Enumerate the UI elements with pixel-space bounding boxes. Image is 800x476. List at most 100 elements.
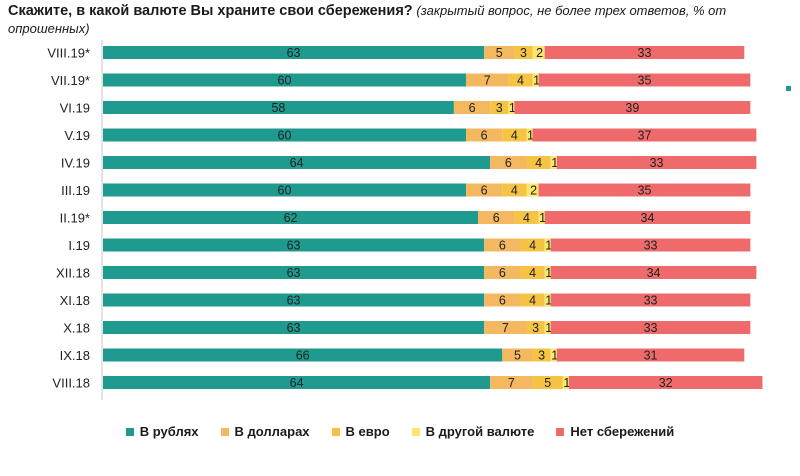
legend-swatch — [331, 427, 340, 436]
bar-segment — [562, 376, 569, 389]
bar-segment — [520, 238, 545, 252]
bar-segment — [544, 293, 551, 307]
category-label: VII.19* — [51, 73, 90, 88]
category-label: III.19 — [61, 183, 90, 198]
category-label: XI.18 — [60, 293, 90, 308]
category-label: V.19 — [64, 128, 90, 143]
data-label: 63 — [287, 321, 301, 335]
bar-segment — [502, 183, 527, 197]
category-label: IV.19 — [61, 156, 90, 171]
data-label: 63 — [287, 46, 301, 60]
bar-segment — [103, 211, 479, 224]
data-label: 64 — [290, 376, 304, 390]
bar-segment — [514, 101, 751, 114]
bar-segment — [532, 128, 757, 142]
data-label: 1 — [545, 239, 552, 253]
data-label: 5 — [496, 46, 503, 60]
data-label: 63 — [287, 294, 301, 308]
data-label: 7 — [502, 321, 509, 335]
data-label: 37 — [638, 129, 652, 143]
data-label: 60 — [278, 129, 292, 143]
data-label: 1 — [551, 156, 558, 170]
data-label: 31 — [644, 349, 658, 363]
bar-segment — [514, 46, 533, 59]
bar-segment — [532, 73, 539, 87]
data-label: 66 — [296, 349, 310, 363]
data-label: 7 — [484, 74, 491, 88]
data-label: 63 — [287, 266, 301, 280]
data-label: 5 — [514, 349, 521, 363]
category-label: VIII.19* — [47, 46, 90, 61]
data-label: 32 — [659, 376, 673, 390]
data-label: 5 — [544, 376, 551, 390]
data-label: 6 — [499, 294, 506, 308]
bar-segment — [544, 321, 551, 334]
data-label: 63 — [287, 239, 301, 253]
legend-item: Нет сбережений — [556, 424, 674, 439]
chart-legend: В рублях В долларах В евро В другой валюте Н… — [0, 424, 800, 439]
bar-segment — [538, 73, 751, 87]
bar-segment — [478, 211, 515, 224]
data-label: 6 — [481, 129, 488, 143]
data-label: 3 — [520, 46, 527, 60]
data-label: 64 — [290, 156, 304, 170]
legend-swatch — [125, 427, 134, 436]
bar-segment — [532, 376, 563, 389]
bar-segment — [453, 101, 491, 114]
data-label: 33 — [644, 239, 658, 253]
category-label: XII.18 — [56, 266, 90, 281]
bar-segment — [508, 73, 533, 87]
bar-segment — [568, 376, 763, 389]
data-label: 58 — [271, 101, 285, 115]
data-label: 1 — [545, 294, 552, 308]
bar-segment — [556, 348, 745, 362]
data-label: 1 — [527, 129, 534, 143]
category-label: I.19 — [68, 238, 90, 253]
bar-segment — [103, 156, 491, 169]
bar-segment — [502, 348, 533, 362]
bar-segment — [484, 321, 527, 334]
bar-segment — [532, 46, 545, 59]
data-label: 4 — [535, 156, 542, 170]
legend-label: В рублях — [139, 424, 199, 439]
data-label: 6 — [493, 211, 500, 225]
data-label: 1 — [539, 211, 546, 225]
bar-segment — [466, 183, 503, 197]
bar-segment — [526, 321, 545, 334]
bar-segment — [526, 183, 539, 197]
data-label: 4 — [511, 129, 518, 143]
data-label: 2 — [530, 184, 537, 198]
legend-item: В рублях — [125, 424, 199, 439]
data-label: 4 — [529, 266, 536, 280]
data-label: 39 — [625, 101, 639, 115]
chart-title: Скажите, в какой валюте Вы храните свои … — [8, 2, 792, 37]
data-label: 4 — [511, 184, 518, 198]
bar-segment — [103, 293, 485, 307]
data-label: 2 — [536, 46, 543, 60]
bar-segment — [550, 238, 751, 252]
bar-segment — [466, 128, 503, 142]
data-label: 4 — [517, 74, 524, 88]
bar-segment — [484, 46, 515, 59]
data-label: 34 — [641, 211, 655, 225]
data-label: 3 — [496, 101, 503, 115]
data-label: 33 — [650, 156, 664, 170]
bar-segment — [103, 183, 466, 197]
data-label: 60 — [278, 74, 292, 88]
data-label: 35 — [638, 184, 652, 198]
decorative-dot — [786, 86, 791, 91]
bar-segment — [103, 46, 485, 59]
data-label: 1 — [533, 74, 540, 88]
data-label: 1 — [563, 376, 570, 390]
data-label: 1 — [509, 101, 516, 115]
bar-segment — [550, 348, 557, 362]
data-label: 1 — [551, 349, 558, 363]
data-label: 6 — [505, 156, 512, 170]
chart-title-main: Скажите, в какой валюте Вы храните свои … — [8, 3, 413, 19]
bar-segment — [502, 128, 527, 142]
data-label: 62 — [284, 211, 298, 225]
legend-label: В другой валюте — [425, 424, 535, 439]
bar-segment — [514, 211, 539, 224]
bar-segment — [466, 73, 509, 87]
data-label: 33 — [644, 294, 658, 308]
